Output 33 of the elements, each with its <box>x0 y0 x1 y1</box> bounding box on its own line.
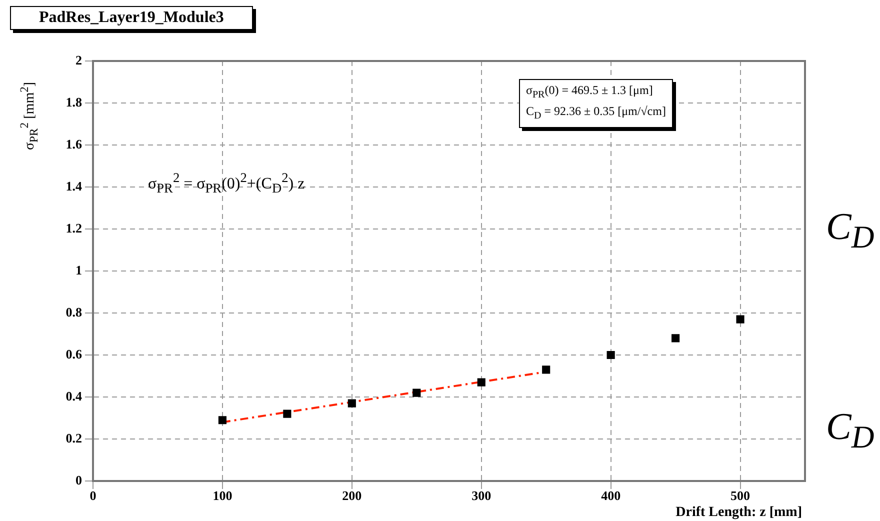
point <box>477 378 486 386</box>
x-tick-label: 200 <box>342 488 362 504</box>
point <box>283 410 292 418</box>
y-tick-label: 0.6 <box>66 346 82 362</box>
annotation: C$_{D}$ = 92.36 ± 0.35 [μm/√cm] <box>526 104 666 122</box>
x-tick-label: 500 <box>730 488 750 504</box>
y-tick-label: 0.2 <box>66 430 82 446</box>
point <box>606 350 615 360</box>
point <box>736 315 744 324</box>
x-tick-label: 0 <box>90 488 96 504</box>
point <box>672 334 680 342</box>
x-tick-label: 300 <box>472 488 492 504</box>
x-tick-label: 100 <box>212 488 232 504</box>
text: σ$_{PR}$$^{2}$ = σ$_{PR}$(0)$^{2}$+(C$_{D}$$^{2}$) z <box>148 170 305 196</box>
x-tick-label: 400 <box>601 488 621 504</box>
y-tick-label: 1.2 <box>66 220 82 236</box>
point <box>218 416 226 424</box>
y-tick-label: 0 <box>76 472 82 488</box>
point <box>348 399 356 408</box>
y-tick-label: 1.4 <box>66 178 82 194</box>
text: C$_{D}$ <box>826 205 874 256</box>
y-tick-label: 0.4 <box>66 388 82 404</box>
y-tick-label: 1.6 <box>66 136 82 152</box>
chart-title: PadRes_Layer19_Module3 <box>10 6 253 30</box>
point <box>542 366 550 374</box>
text: C$_{D}$ <box>826 405 874 456</box>
y-tick-label: 2 <box>76 52 82 68</box>
point <box>412 388 421 397</box>
x-axis-title: Drift Length: z [mm] <box>676 505 802 521</box>
annotation: σ$_{PR}$(0) = 469.5 ± 1.3 [μm] <box>526 83 653 100</box>
y-tick-label: 0.8 <box>66 304 82 320</box>
y-tick-label: 1 <box>76 262 82 278</box>
y-tick-label: 1.8 <box>66 94 82 110</box>
